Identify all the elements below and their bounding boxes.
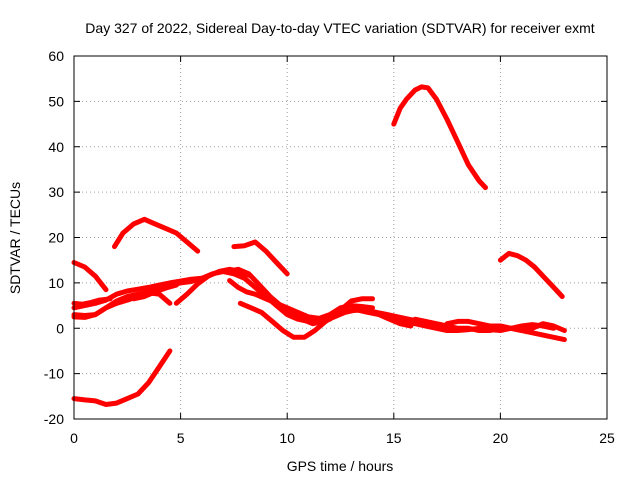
x-tick-label: 0 [70,430,78,446]
x-tick-label: 25 [599,430,615,446]
series-layer [71,84,567,407]
y-tick-label: 20 [48,230,64,246]
chart-title: Day 327 of 2022, Sidereal Day-to-day VTE… [85,20,594,36]
y-tick-label: -20 [44,411,64,427]
y-tick-label: 30 [48,184,64,200]
x-tick-label: 5 [177,430,185,446]
series-line-arc-14 [391,84,488,191]
series-line-arc-6 [71,296,113,307]
series-line-arc-18 [497,250,565,299]
series-line-arc-13 [231,239,290,277]
ticks: 0 5 10 15 20 25 -20 -10 0 10 20 30 40 50 60 [44,48,615,446]
y-tick-label: -10 [44,366,64,382]
plot-frame [73,55,608,420]
series-line-arc-10 [227,278,375,321]
y-tick-label: 60 [48,48,64,64]
y-axis-label: SDTVAR / TECUs [7,182,23,294]
y-tick-label: 40 [48,139,64,155]
x-tick-label: 20 [493,430,509,446]
grid [74,56,607,419]
series-line-arc-8 [131,282,179,302]
series-line-arc-1 [71,348,173,407]
series-line-arc-17 [444,318,567,333]
y-tick-label: 10 [48,275,64,291]
x-axis-label: GPS time / hours [287,458,394,474]
series-line-arc-5 [71,260,109,293]
series-line-arc-16 [412,316,567,343]
series-line-arc-2 [112,216,201,254]
x-tick-label: 10 [279,430,295,446]
series-line-arc-12 [237,300,414,340]
x-tick-label: 15 [386,430,402,446]
y-tick-label: 50 [48,93,64,109]
y-tick-label: 0 [56,320,64,336]
